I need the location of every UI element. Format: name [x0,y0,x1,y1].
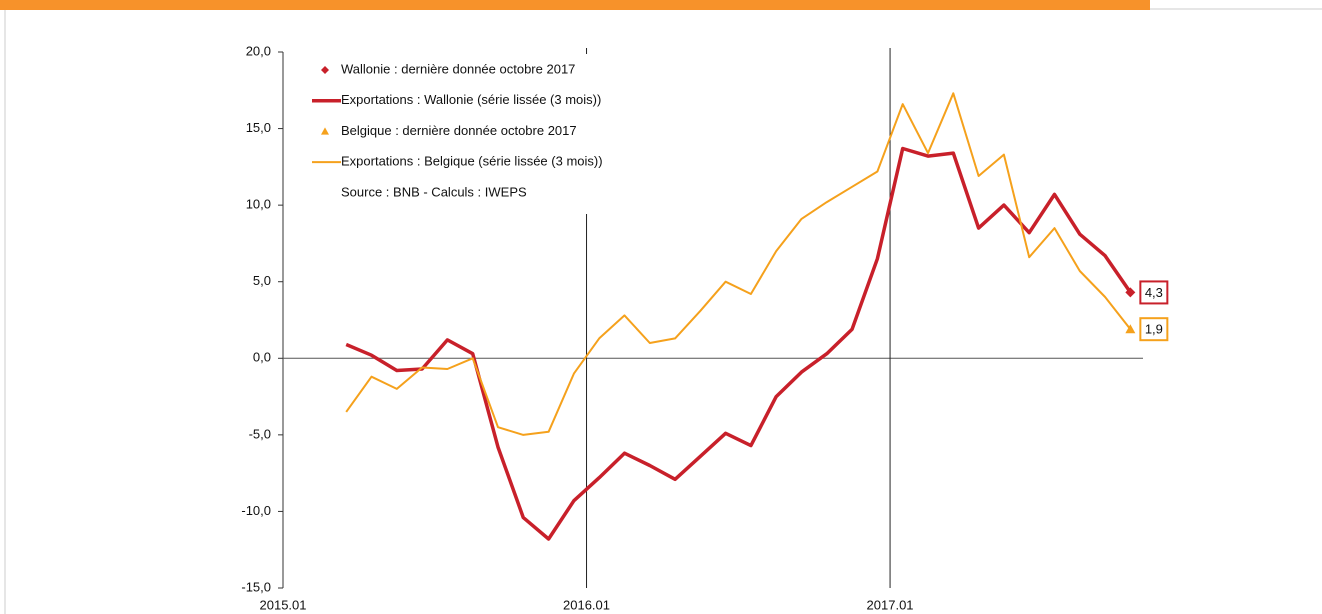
y-tick-label: -5,0 [249,426,271,441]
x-tick-label: 2016.01 [563,597,610,612]
legend-label: Wallonie : dernière donnée octobre 2017 [341,61,575,76]
y-tick-label: 20,0 [246,43,271,58]
series-line [345,92,1132,436]
legend-label: Exportations : Belgique (série lissée (3… [341,154,603,169]
source: Source : BNB - Calculs : IWEPS [341,184,527,199]
value-label: 1,9 [1145,322,1163,337]
y-tick-label: 0,0 [253,350,271,365]
y-tick-label: 10,0 [246,197,271,212]
x-tick-label: 2015.01 [260,597,307,612]
y-tick-label: 5,0 [253,273,271,288]
legend-label: Exportations : Wallonie (série lissée (3… [341,92,601,107]
y-tick-label: -10,0 [241,503,271,518]
legend-box [300,54,700,214]
y-tick-label: 15,0 [246,120,271,135]
x-tick-label: 2017.01 [867,597,914,612]
value-label-box [1139,317,1169,342]
value-label: 4,3 [1145,285,1163,300]
marker-triangle [321,127,329,135]
y-tick-label: -15,0 [241,579,271,594]
marker-diamond [321,66,329,74]
legend-label: Belgique : dernière donnée octobre 2017 [341,123,577,138]
top-bar [0,0,1150,10]
value-label-box [1139,280,1169,305]
